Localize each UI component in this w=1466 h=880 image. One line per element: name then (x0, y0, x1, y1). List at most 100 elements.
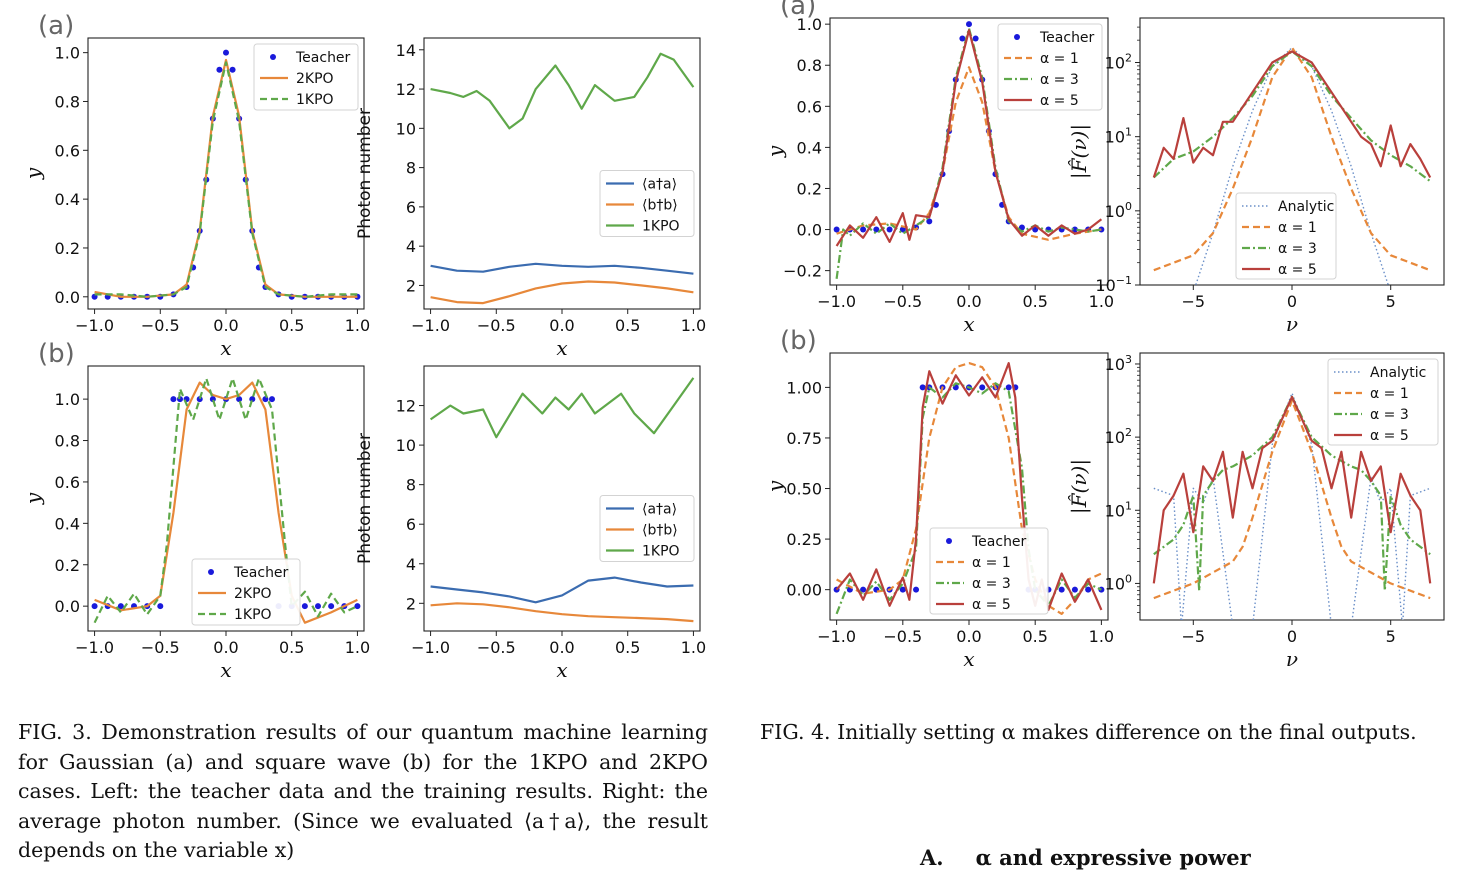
chart-fig3b-right: −1.0 −0.5 0.0 0.5 1.0 2 4 6 8 10 12 x Photon number ⟨… (355, 365, 706, 682)
legend-label: Teacher (233, 565, 289, 581)
teacher-point (833, 226, 840, 233)
legend-label: α = 1 (1370, 386, 1409, 402)
section-number: A. (920, 845, 944, 870)
y-tick-label: 0.8 (55, 92, 80, 111)
teacher-point (354, 603, 361, 610)
legend-box (1327, 358, 1439, 446)
series-line-5 (1152, 50, 1432, 179)
y-tick-label: 0.4 (55, 190, 80, 209)
y-tick-label: 100 (1105, 572, 1132, 593)
y-tick-label: 100 (1105, 200, 1132, 221)
x-tick-label: 0.0 (213, 316, 238, 335)
legend-label: Teacher (971, 534, 1027, 550)
panel-label: (a) (780, 0, 816, 21)
legend-label: 1KPO (296, 92, 334, 108)
series-group (1152, 46, 1432, 285)
x-tick-label: 0.0 (956, 627, 981, 646)
x-tick-label: 1.0 (1089, 292, 1114, 311)
legend-box (1235, 192, 1337, 280)
teacher-point (236, 396, 243, 403)
teacher-point (860, 226, 867, 233)
y-tick-label: 0.8 (55, 432, 80, 451)
teacher-point (1071, 586, 1078, 593)
x-tick-label: −1.0 (75, 316, 114, 335)
y-tick-label: 0.2 (797, 179, 822, 198)
y-tick-label: 0.2 (55, 556, 80, 575)
legend-marker (270, 54, 276, 60)
legend-marker (1014, 34, 1020, 40)
x-tick-label: 0.0 (549, 316, 574, 335)
series-line-1KPO (429, 377, 695, 439)
y-tick-label: 0.0 (797, 221, 822, 240)
chart-fig4a-right: −5 0 5 10−1 100 101 102 ν |F̂(ν)| Analytic α = 1 α … (1067, 17, 1445, 336)
legend-label: α = 5 (1040, 93, 1079, 109)
y-axis-label: |F̂(ν)| (1067, 124, 1092, 179)
teacher-point (959, 35, 966, 42)
y-tick-label: 12 (396, 80, 416, 99)
chart-fig4b-left: (b) −1.0 −0.5 0.0 0.5 1.0 0.00 0.25 0.50 0.75 1.00… (763, 326, 1114, 671)
x-tick-label: 0 (1287, 627, 1297, 646)
legend: Teacher 2KPO 1KPO (191, 558, 301, 626)
legend-label: α = 1 (972, 555, 1011, 571)
legend-label: ⟨a†a⟩ (642, 177, 677, 193)
y-tick-label: 0.4 (797, 138, 822, 157)
chart-fig3b-left: (b) −1.0 −0.5 0.0 0.5 1.0 0.0 0.2 0.4 0.6 0.8 1.0 x y… (21, 339, 370, 682)
teacher-point (919, 384, 926, 391)
legend-label: α = 3 (1040, 72, 1079, 88)
series-group (91, 377, 361, 624)
teacher-point (966, 21, 972, 28)
x-tick-label: −1.0 (817, 627, 856, 646)
legend-label: α = 1 (1040, 51, 1079, 67)
teacher-point (216, 66, 223, 73)
x-tick-label: −0.5 (883, 292, 922, 311)
x-tick-label: 0.5 (615, 638, 640, 657)
y-tick-label: 12 (396, 397, 416, 416)
teacher-point (223, 49, 229, 56)
legend-box (599, 170, 695, 237)
x-tick-label: 1.0 (345, 316, 370, 335)
teacher-point (1071, 226, 1078, 233)
teacher-point (117, 603, 124, 610)
legend-label: Teacher (295, 50, 351, 66)
y-tick-label: 0.50 (786, 480, 822, 499)
y-tick-label: 10 (396, 119, 416, 138)
x-tick-label: 0.0 (956, 292, 981, 311)
legend: Teacher α = 1 α = 3 α = 5 (929, 527, 1049, 615)
x-tick-label: 0.5 (1022, 292, 1047, 311)
series-line-aa (430, 262, 694, 275)
x-axis-label: x (556, 336, 567, 360)
y-tick-label: 1.0 (797, 15, 822, 34)
teacher-point (315, 603, 321, 610)
x-axis-label: x (220, 336, 231, 360)
y-axis-label: Photon number (355, 433, 375, 564)
y-tick-label: 103 (1105, 353, 1132, 374)
teacher-point (229, 66, 236, 73)
x-tick-label: −0.5 (141, 638, 180, 657)
panel-label: (b) (780, 326, 817, 356)
y-tick-label: 10 (396, 436, 416, 455)
teacher-point (913, 586, 920, 593)
y-tick-label: 1.00 (786, 378, 822, 397)
legend-label: Analytic (1278, 199, 1334, 215)
x-tick-label: −0.5 (883, 627, 922, 646)
legend-label: α = 3 (972, 576, 1011, 592)
y-tick-label: 101 (1105, 126, 1132, 147)
legend-label: 1KPO (642, 544, 680, 560)
series-line-1 (1153, 399, 1431, 600)
legend-marker (208, 569, 214, 575)
y-tick-label: 8 (406, 159, 416, 178)
teacher-point (926, 218, 933, 225)
legend-label: α = 3 (1278, 241, 1317, 257)
series-line-1 (836, 362, 1102, 616)
y-tick-label: 4 (406, 237, 416, 256)
panel-label: (a) (38, 11, 74, 41)
legend-label: 1KPO (234, 607, 272, 623)
y-tick-label: 0.2 (55, 239, 80, 258)
x-tick-label: −1.0 (75, 638, 114, 657)
x-tick-label: 1.0 (1089, 627, 1114, 646)
y-tick-label: −0.2 (783, 262, 822, 281)
y-axis-label: y (763, 145, 787, 158)
series-line-Analytic (1153, 392, 1431, 620)
series-line-1KPO (94, 61, 358, 298)
legend: ⟨a†a⟩ ⟨b†b⟩ 1KPO (599, 495, 695, 562)
